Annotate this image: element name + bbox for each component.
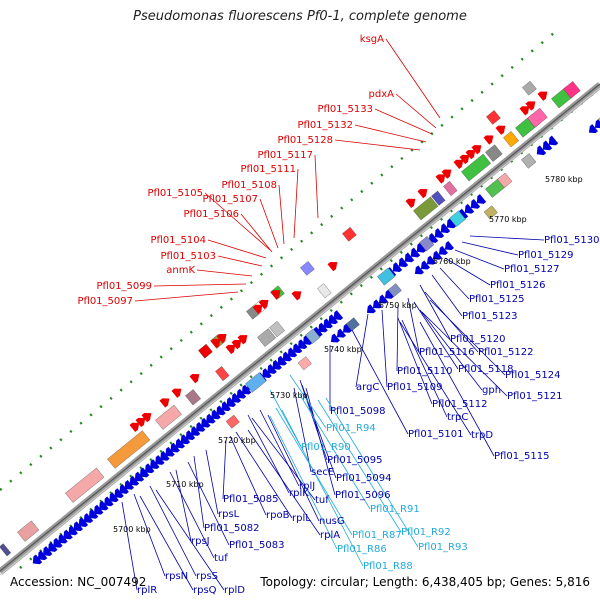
gene-label-forward: Pfl01_5105 — [147, 188, 203, 199]
gene-label-reverse: Pfl01_5112 — [432, 399, 488, 410]
gene-label-reverse: rpsJ — [191, 536, 210, 547]
genome-backbone — [0, 82, 600, 575]
rna-label: Pfl01_R87 — [352, 530, 402, 541]
rna-label: Pfl01_R91 — [370, 504, 420, 515]
gene-label-reverse: Pfl01_5115 — [494, 451, 550, 462]
rna-label: Pfl01_R92 — [401, 527, 451, 538]
gene-label-reverse: Pfl01_5116 — [419, 347, 475, 358]
gene-label-reverse: Pfl01_5121 — [507, 391, 563, 402]
gene-label-reverse: rplD — [224, 585, 245, 596]
rna-label: Pfl01_R93 — [418, 542, 468, 553]
gene-label-reverse: trpC — [447, 412, 468, 423]
tick-label: 5780 kbp — [545, 175, 583, 184]
gene-label-reverse: Pfl01_5095 — [327, 455, 383, 466]
gene-label-reverse: Pfl01_5083 — [229, 540, 285, 551]
gene-label-reverse: Pfl01_5098 — [330, 406, 386, 417]
rna-label: Pfl01_R94 — [326, 423, 376, 434]
tick-label: 5710 kbp — [166, 480, 204, 489]
gene-label-forward: Pfl01_5128 — [277, 135, 333, 146]
gene-label-reverse: Pfl01_5127 — [504, 264, 560, 275]
gene-label-reverse: rpsS — [196, 571, 218, 582]
topology-info-text: Topology: circular; Length: 6,438,405 bp… — [260, 575, 590, 589]
gene-label-reverse: tuf — [315, 495, 329, 506]
rna-label: Pfl01_R86 — [337, 544, 387, 555]
gene-label-reverse: Pfl01_5125 — [469, 294, 525, 305]
tick-track-outer — [0, 27, 561, 491]
rna-label: Pfl01_R88 — [363, 561, 413, 572]
gene-label-forward: Pfl01_5106 — [183, 209, 239, 220]
gene-label-reverse: rpsN — [165, 571, 188, 582]
gene-label-reverse: Pfl01_5122 — [478, 347, 534, 358]
gene-label-reverse: Pfl01_5124 — [505, 370, 561, 381]
tick-label: 5760 kbp — [433, 257, 471, 266]
gene-label-reverse: Pfl01_5096 — [335, 490, 391, 501]
gene-label-reverse: Pfl01_5118 — [458, 364, 514, 375]
gene-label-reverse: Pfl01_5085 — [223, 494, 279, 505]
gene-label-forward: anmK — [166, 265, 195, 276]
gene-label-reverse: Pfl01_5126 — [490, 280, 546, 291]
tick-label: 5770 kbp — [489, 215, 527, 224]
gene-label-reverse: rplL — [292, 513, 311, 524]
gene-label-reverse: trpD — [471, 430, 493, 441]
gene-label-reverse: Pfl01_5120 — [450, 334, 506, 345]
tick-label: 5700 kbp — [113, 525, 151, 534]
gene-label-reverse: Pfl01_5123 — [462, 311, 518, 322]
gene-label-reverse: rpsL — [218, 509, 240, 520]
gene-label-forward: Pfl01_5111 — [240, 164, 296, 175]
gene-label-reverse: rplK — [289, 488, 309, 499]
gene-label-reverse: rplJ — [299, 481, 315, 492]
gene-label-forward: Pfl01_5099 — [96, 281, 152, 292]
gene-label-reverse: secE — [311, 467, 334, 478]
gene-label-reverse: gph — [482, 385, 501, 396]
gene-label-reverse: Pfl01_5130 — [544, 235, 600, 246]
gene-label-reverse: tuf — [214, 553, 228, 564]
gene-features — [0, 80, 600, 565]
gene-label-reverse: nusG — [319, 516, 345, 527]
gene-label-reverse: Pfl01_5110 — [397, 366, 453, 377]
gene-label-reverse: rplA — [320, 530, 340, 541]
tick-label: 5740 kbp — [324, 345, 362, 354]
gene-label-reverse: rpoB — [266, 510, 290, 521]
gene-label-forward: Pfl01_5117 — [257, 150, 313, 161]
gene-label-reverse: Pfl01_5094 — [336, 473, 392, 484]
gene-label-reverse: Pfl01_5109 — [387, 382, 443, 393]
gene-label-forward: Pfl01_5133 — [317, 104, 373, 115]
gene-label-forward: ksgA — [360, 34, 384, 45]
map-title: Pseudomonas fluorescens Pf0-1, complete … — [133, 9, 467, 24]
gene-label-forward: Pfl01_5132 — [297, 120, 353, 131]
gene-label-reverse: Pfl01_5101 — [408, 429, 464, 440]
tick-label: 5720 kbp — [218, 436, 256, 445]
gene-label-forward: Pfl01_5097 — [77, 296, 133, 307]
gene-label-forward: Pfl01_5104 — [150, 235, 206, 246]
gene-label-reverse: Pfl01_5129 — [518, 250, 574, 261]
gene-label-forward: Pfl01_5107 — [202, 194, 258, 205]
gene-label-reverse: argC — [356, 382, 379, 393]
tick-label: 5750 kbp — [379, 301, 417, 310]
gene-label-forward: Pfl01_5103 — [160, 251, 216, 262]
tick-label: 5730 kbp — [270, 391, 308, 400]
gene-label-reverse: rpsQ — [193, 585, 217, 596]
gene-label-forward: pdxA — [369, 89, 395, 100]
accession-text: Accession: NC_007492 — [10, 575, 147, 589]
gene-label-reverse: Pfl01_5082 — [204, 523, 260, 534]
gene-label-forward: Pfl01_5108 — [221, 180, 277, 191]
gene-label-reverse: rplR — [137, 585, 157, 596]
rna-label: Pfl01_R90 — [301, 442, 351, 453]
